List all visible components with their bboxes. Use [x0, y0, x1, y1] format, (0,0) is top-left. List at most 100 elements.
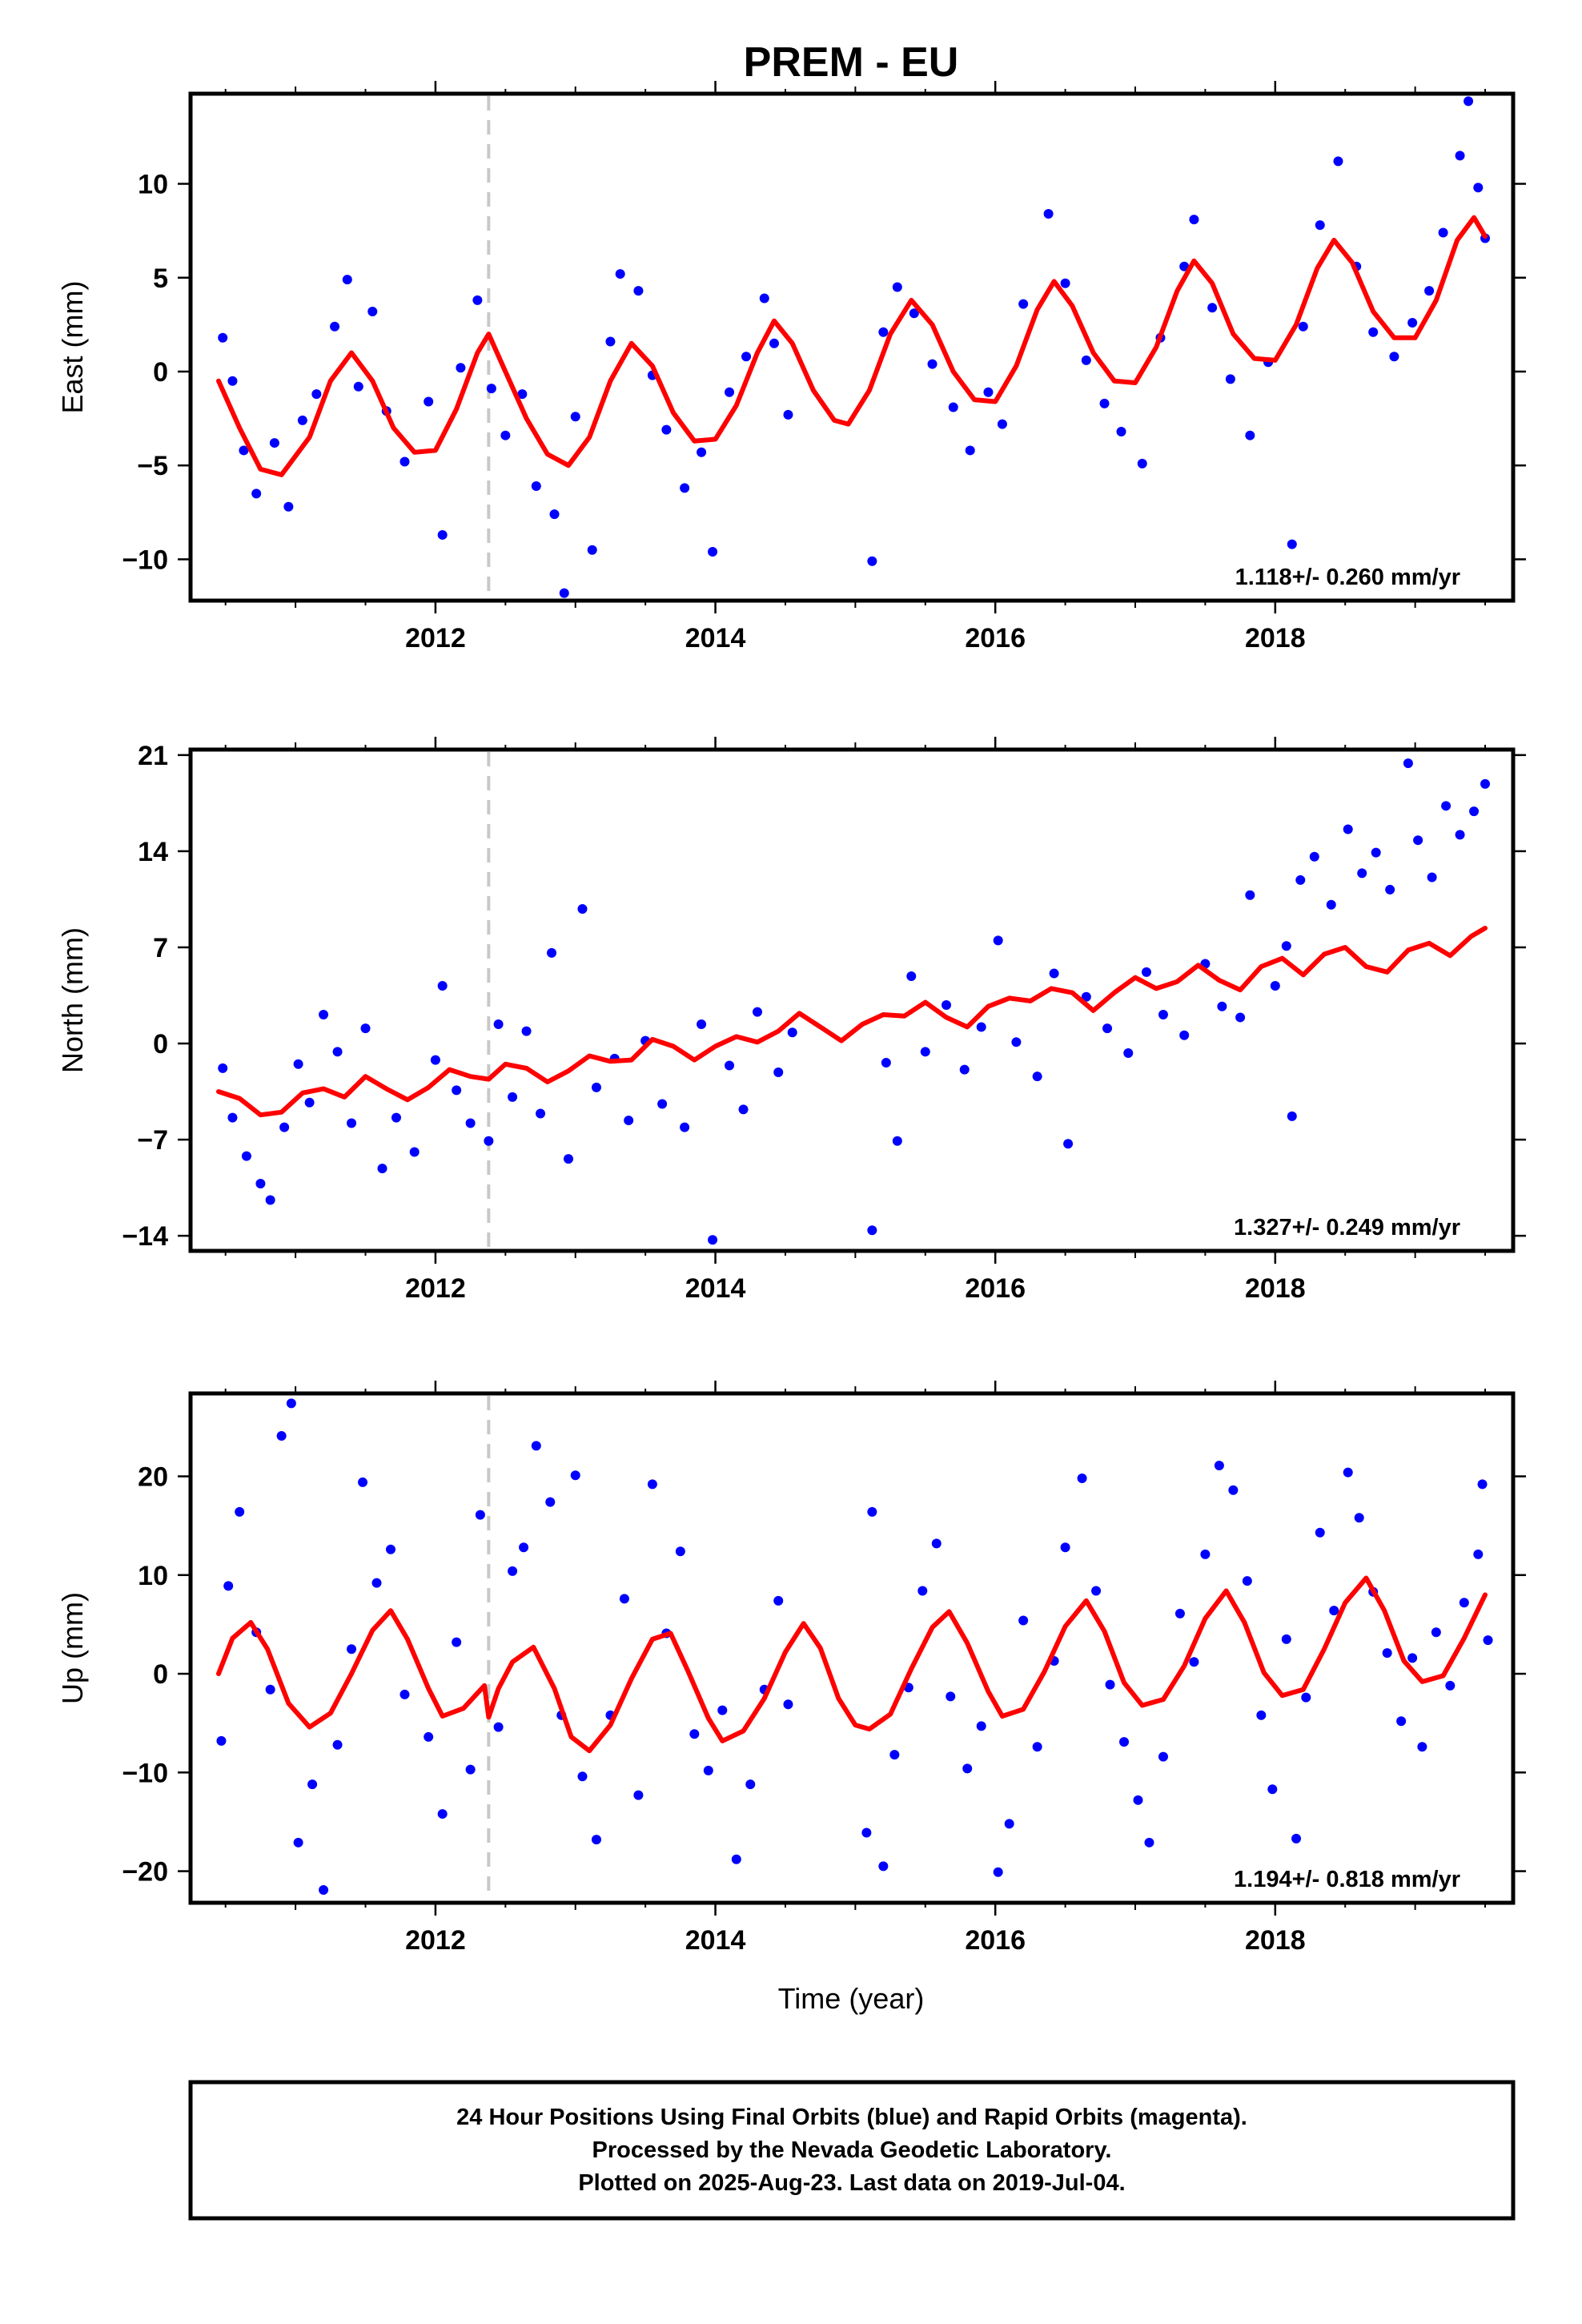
east-data-point — [1333, 156, 1343, 167]
up-data-point — [452, 1637, 462, 1647]
up-panel: 2012 2014 2016 2018 −20 −10 0 10 20 Up (mm) 1.194+… — [56, 1381, 1526, 1956]
north-data-point — [577, 903, 588, 914]
up-data-point — [437, 1809, 448, 1819]
north-data-point — [1158, 1010, 1168, 1020]
east-data-point — [1298, 321, 1308, 332]
east-y-tick-label: 0 — [153, 357, 168, 388]
up-data-point — [265, 1684, 275, 1695]
north-data-point — [547, 947, 557, 958]
up-data-point — [519, 1542, 529, 1553]
north-data-point — [867, 1225, 877, 1236]
north-data-point — [1245, 890, 1255, 900]
east-data-point — [1116, 427, 1126, 436]
north-y-tick-label: −7 — [137, 1125, 168, 1156]
east-data-point — [605, 336, 616, 347]
north-x-tick-label: 2012 — [405, 1273, 466, 1304]
north-data-point — [521, 1026, 532, 1036]
up-x-tick-label: 2014 — [685, 1925, 746, 1956]
east-data-point — [1407, 318, 1418, 328]
up-data-point — [889, 1750, 900, 1760]
up-x-tick-label: 2016 — [965, 1925, 1026, 1956]
east-data-point — [783, 409, 793, 420]
chart-title: PREM - EU — [744, 39, 959, 86]
north-data-point — [508, 1092, 518, 1102]
up-data-point — [235, 1506, 245, 1517]
east-y-tick-label: −5 — [137, 451, 168, 481]
north-data-point — [976, 1022, 986, 1032]
east-data-point — [1099, 398, 1110, 408]
up-data-point — [1445, 1680, 1456, 1691]
north-data-point — [680, 1122, 690, 1132]
east-data-point — [1287, 539, 1297, 549]
up-data-point — [1473, 1549, 1484, 1559]
north-data-point — [347, 1118, 357, 1128]
north-data-point — [265, 1195, 275, 1205]
east-data-point — [1424, 286, 1435, 296]
east-x-tick-label: 2012 — [405, 623, 466, 653]
east-data-point — [1018, 299, 1029, 309]
east-data-point — [1389, 352, 1399, 362]
up-data-point — [1032, 1742, 1042, 1752]
east-data-point — [633, 286, 644, 296]
up-data-point — [1343, 1467, 1353, 1478]
north-data-point — [391, 1112, 401, 1123]
east-fit-curve — [216, 215, 1488, 477]
up-data-point — [385, 1544, 396, 1554]
up-data-point — [1431, 1627, 1441, 1638]
up-data-point — [647, 1479, 657, 1490]
up-data-point — [1105, 1679, 1115, 1690]
east-data-point — [517, 389, 528, 400]
north-data-point — [452, 1085, 462, 1096]
up-plot-frame — [188, 1391, 1516, 1905]
east-y-axis-title: East (mm) — [56, 281, 89, 414]
north-data-point — [1011, 1037, 1022, 1047]
up-data-point — [1281, 1634, 1291, 1644]
north-data-point — [360, 1023, 371, 1034]
up-data-point — [931, 1538, 942, 1549]
east-data-point — [892, 282, 902, 292]
east-data-point — [1368, 327, 1379, 337]
footer-line-3: Plotted on 2025-Aug-23. Last data on 201… — [578, 2170, 1125, 2196]
north-data-point — [1081, 991, 1091, 1002]
east-data-point — [1438, 227, 1448, 238]
north-data-point — [319, 1010, 329, 1020]
up-y-tick-label: −20 — [122, 1857, 168, 1888]
east-data-point — [437, 529, 448, 540]
x-axis-title: Time (year) — [778, 1982, 925, 2015]
up-y-tick-label: 10 — [138, 1561, 168, 1591]
up-data-point — [878, 1861, 889, 1872]
up-data-point — [633, 1790, 644, 1800]
up-data-point — [400, 1689, 410, 1699]
east-data-point — [661, 424, 672, 435]
east-data-point — [239, 445, 249, 456]
up-data-point — [1301, 1692, 1311, 1703]
east-x-tick-label: 2016 — [965, 623, 1026, 653]
up-data-point — [465, 1764, 476, 1775]
east-data-point — [283, 501, 294, 512]
up-data-point — [286, 1398, 296, 1409]
north-data-point — [430, 1055, 440, 1065]
up-data-point — [1060, 1542, 1070, 1553]
north-data-point — [564, 1154, 573, 1164]
up-data-point — [1018, 1615, 1029, 1626]
north-data-point — [1235, 1012, 1246, 1023]
east-data-point — [549, 509, 560, 520]
east-data-point — [1060, 278, 1070, 288]
north-data-point — [1427, 872, 1437, 883]
east-data-point — [342, 275, 352, 285]
north-data-point — [1295, 875, 1306, 885]
up-data-point — [1291, 1833, 1302, 1844]
east-data-point — [927, 359, 938, 369]
north-data-point — [1455, 830, 1465, 840]
up-data-point — [867, 1506, 877, 1517]
north-panel: 2012 2014 2016 2018 −14 −7 0 7 14 21 North (mm) 1.3… — [56, 737, 1526, 1304]
north-data-point — [1032, 1072, 1042, 1082]
up-data-point — [371, 1578, 382, 1588]
north-rate-label: 1.327+/- 0.249 mm/yr — [1234, 1215, 1460, 1240]
east-data-point — [500, 430, 511, 440]
up-data-point — [307, 1779, 318, 1790]
north-data-point — [1385, 884, 1395, 895]
east-data-point — [330, 321, 340, 332]
up-data-point — [1315, 1527, 1325, 1538]
up-data-point — [717, 1705, 728, 1715]
